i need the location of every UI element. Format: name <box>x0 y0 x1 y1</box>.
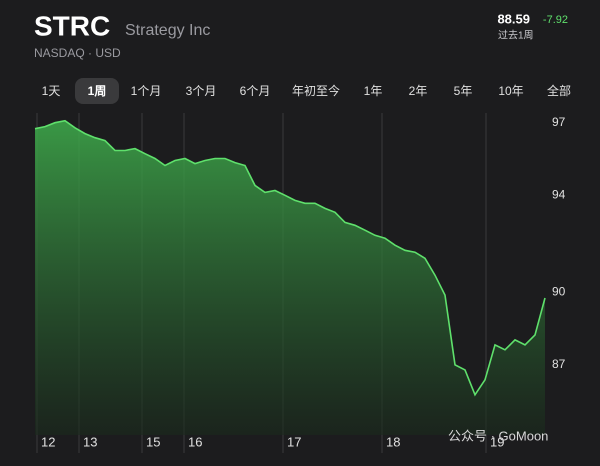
range-tab[interactable]: 3个月 <box>186 84 217 98</box>
x-tick-label: 15 <box>146 434 160 449</box>
range-tab[interactable]: 1个月 <box>131 84 162 98</box>
range-tab[interactable]: 5年 <box>454 84 473 98</box>
y-tick-label: 87 <box>552 357 566 371</box>
chart: 12 13 15 16 17 18 19 97 94 90 87 <box>34 113 566 453</box>
range-tab[interactable]: 全部 <box>547 83 571 98</box>
range-tab[interactable]: 1年 <box>364 84 383 98</box>
price: 88.59 <box>497 11 530 26</box>
y-tick-label: 90 <box>552 284 566 298</box>
symbol: STRC <box>34 10 110 41</box>
change: -7.92 <box>543 14 568 26</box>
x-tick-label: 18 <box>386 434 400 449</box>
range-tab[interactable]: 6个月 <box>240 84 271 98</box>
company-name: Strategy Inc <box>125 22 210 39</box>
x-tick-label: 16 <box>188 434 202 449</box>
period: 过去1周 <box>498 29 534 42</box>
range-tab[interactable]: 10年 <box>498 84 523 98</box>
x-tick-label: 17 <box>287 434 301 449</box>
range-tab[interactable]: 2年 <box>409 84 428 98</box>
y-tick-label: 97 <box>552 115 566 129</box>
tab-selected-bg <box>75 78 119 104</box>
x-tick-label: 13 <box>83 434 97 449</box>
range-tabs: 1天 1周 1个月 3个月 6个月 年初至今 1年 2年 5年 10年 全部 <box>42 78 571 104</box>
y-tick-label: 94 <box>552 187 566 201</box>
price-line <box>34 119 546 397</box>
area-fill <box>35 120 545 435</box>
x-tick-label: 12 <box>41 434 55 449</box>
range-tab[interactable]: 1天 <box>42 84 61 98</box>
watermark: 公众号 · GoMoon <box>448 428 548 443</box>
exchange: NASDAQ · USD <box>34 46 121 60</box>
range-tab[interactable]: 1周 <box>88 84 107 98</box>
range-tab[interactable]: 年初至今 <box>292 83 340 98</box>
x-tick-label: 19 <box>490 434 504 449</box>
